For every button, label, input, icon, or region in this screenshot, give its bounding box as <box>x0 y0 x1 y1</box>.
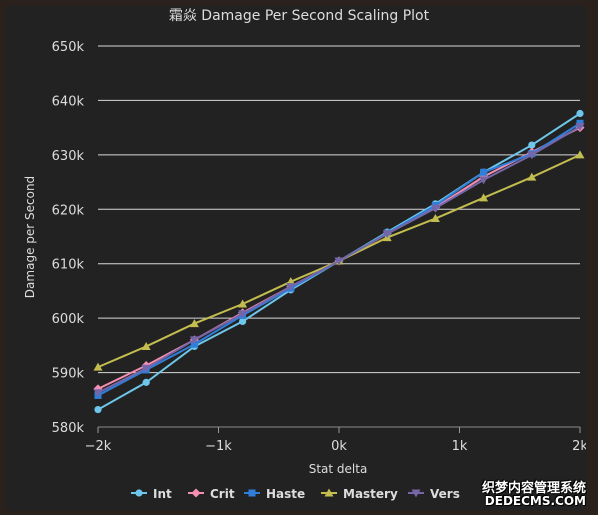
x-tick-label: 2k <box>572 439 586 454</box>
x-tick-label: 0k <box>331 439 347 454</box>
data-point-mastery <box>575 150 585 159</box>
dps-scaling-chart: 霜焱 Damage Per Second Scaling Plot 580k 59… <box>23 8 588 501</box>
legend-swatch-marker <box>135 489 143 497</box>
x-axis-ticks: −2k −1k 0k 1k 2k <box>85 427 588 454</box>
y-tick-label: 610k <box>52 258 85 273</box>
data-point-haste <box>480 168 488 176</box>
data-point-int <box>576 109 584 118</box>
legend: Int Crit Haste Mastery Vers <box>131 487 460 501</box>
legend-label: Crit <box>210 487 235 501</box>
legend-item-int[interactable]: Int <box>131 487 172 501</box>
data-point-vers <box>189 336 199 345</box>
data-point-vers <box>479 176 489 185</box>
data-point-mastery <box>527 172 537 181</box>
legend-swatch-marker <box>324 488 334 497</box>
watermark-line-2: DEDECMS.COM <box>484 494 586 508</box>
grid-lines <box>98 45 580 428</box>
data-point-vers <box>527 151 537 160</box>
y-tick-label: 600k <box>52 312 85 327</box>
data-point-vers <box>334 257 344 266</box>
y-tick-label: 640k <box>52 94 85 109</box>
x-tick-label: −1k <box>205 439 232 454</box>
watermark: 织梦内容管理系统 DEDECMS.COM <box>482 477 598 511</box>
y-tick-label: 630k <box>52 149 85 164</box>
series-vers <box>93 123 585 398</box>
data-point-vers <box>93 389 103 398</box>
legend-item-crit[interactable]: Crit <box>188 487 235 501</box>
legend-item-vers[interactable]: Vers <box>408 487 460 501</box>
legend-label: Int <box>153 487 172 501</box>
legend-swatch-marker <box>191 488 201 498</box>
data-point-int <box>142 378 150 386</box>
data-point-vers <box>238 310 248 319</box>
watermark-line-1: 织梦内容管理系统 <box>481 481 586 496</box>
data-point-int <box>239 317 247 326</box>
y-axis-label: Damage per Second <box>23 176 37 298</box>
y-tick-label: 590k <box>52 367 85 382</box>
legend-label: Vers <box>430 487 460 501</box>
x-tick-label: −2k <box>85 439 112 454</box>
legend-swatch-marker <box>411 489 421 498</box>
legend-swatch-marker <box>248 489 256 497</box>
data-point-vers <box>141 364 151 373</box>
data-point-vers <box>575 123 585 132</box>
legend-item-mastery[interactable]: Mastery <box>321 487 398 501</box>
chart-title: 霜焱 Damage Per Second Scaling Plot <box>169 8 430 24</box>
chart-panel: 霜焱 Damage Per Second Scaling Plot 580k 59… <box>6 6 588 511</box>
y-axis-ticks: 580k 590k 600k 610k 620k 630k 640k 650k <box>52 40 85 436</box>
y-tick-label: 650k <box>52 40 85 55</box>
data-point-vers <box>286 283 296 292</box>
data-point-mastery <box>238 299 248 308</box>
data-point-int <box>94 405 102 414</box>
data-point-mastery <box>141 341 151 350</box>
y-tick-label: 620k <box>52 203 85 218</box>
data-point-vers <box>382 230 392 239</box>
legend-label: Mastery <box>343 487 398 501</box>
data-point-mastery <box>430 214 440 223</box>
data-point-mastery <box>189 319 199 328</box>
data-point-int <box>528 141 536 149</box>
data-point-mastery <box>479 193 489 202</box>
data-point-vers <box>430 204 440 213</box>
y-tick-label: 580k <box>52 421 85 436</box>
x-axis-label: Stat delta <box>309 462 368 476</box>
data-point-mastery <box>93 362 103 371</box>
series-layer <box>93 109 585 414</box>
legend-item-haste[interactable]: Haste <box>244 487 305 501</box>
x-tick-label: 1k <box>452 439 468 454</box>
legend-label: Haste <box>266 487 305 501</box>
